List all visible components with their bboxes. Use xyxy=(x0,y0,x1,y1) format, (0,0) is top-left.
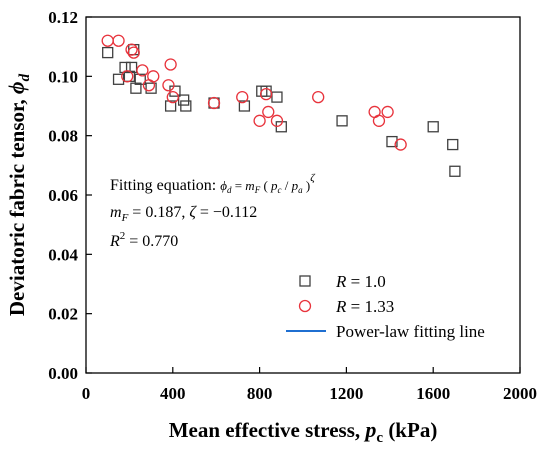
data-point-circle xyxy=(162,79,175,92)
data-point-square xyxy=(112,73,125,85)
data-point-square xyxy=(336,115,348,127)
data-point-circle xyxy=(136,64,149,77)
x-tick-label: 800 xyxy=(247,384,273,403)
data-point-circle xyxy=(127,46,140,59)
y-tick-label: 0.02 xyxy=(48,305,78,324)
data-point-circle xyxy=(253,114,266,127)
x-axis: 0 400 800 1200 1600 2000 xyxy=(82,367,537,403)
y-tick-label: 0.08 xyxy=(48,127,78,146)
legend-label-r-1-0: R = 1.0 xyxy=(335,272,386,291)
legend-label-fit: Power-law fitting line xyxy=(336,322,485,341)
data-point-circle xyxy=(270,114,284,127)
data-point-square xyxy=(102,46,114,59)
data-point-square xyxy=(238,100,251,112)
y-tick-label: 0.00 xyxy=(48,364,78,383)
x-tick-label: 2000 xyxy=(503,384,537,403)
data-point-circle xyxy=(125,43,138,56)
data-point-circle xyxy=(166,90,179,104)
y-tick-label: 0.10 xyxy=(48,67,78,86)
series-r-1-0 xyxy=(102,43,461,177)
legend: R = 1.0 R = 1.33 Power-law fitting line xyxy=(286,272,485,341)
legend-label-r-1-33: R = 1.33 xyxy=(335,297,394,316)
equation-annotation: Fitting equation: ϕd = mF ( pc / pa )ζ xyxy=(110,172,316,195)
data-point-square xyxy=(260,85,272,97)
data-point-circle xyxy=(262,105,275,119)
data-point-square xyxy=(449,165,461,177)
x-tick-label: 1200 xyxy=(329,384,363,403)
data-point-square xyxy=(177,94,190,106)
data-point-circle xyxy=(164,58,177,71)
data-point-circle xyxy=(381,105,394,119)
r-squared-annotation: R2 = 0.770 xyxy=(109,230,178,250)
data-point-square xyxy=(427,121,439,133)
x-tick-label: 400 xyxy=(160,384,186,403)
legend-marker-square xyxy=(299,275,311,287)
data-point-square xyxy=(447,138,459,151)
x-tick-label: 1600 xyxy=(416,384,450,403)
data-point-circle xyxy=(312,90,325,104)
data-point-square xyxy=(119,61,131,74)
data-point-square xyxy=(130,82,142,94)
data-point-square xyxy=(134,73,146,85)
data-point-square xyxy=(271,91,283,103)
y-tick-label: 0.06 xyxy=(48,186,78,205)
data-point-square xyxy=(180,100,192,112)
data-point-circle xyxy=(236,90,249,104)
data-point-circle xyxy=(121,70,134,83)
y-tick-label: 0.12 xyxy=(48,8,78,27)
data-point-circle xyxy=(147,70,160,83)
y-axis: 0.00 0.02 0.04 0.06 0.08 0.10 0.12 xyxy=(48,8,92,383)
series-layer xyxy=(101,34,461,177)
y-axis-title: Deviatoric fabric tensor, ϕd xyxy=(4,73,33,316)
x-axis-title: Mean effective stress, pc (kPa) xyxy=(169,417,438,446)
legend-marker-circle xyxy=(298,299,312,313)
y-tick-label: 0.04 xyxy=(48,245,78,264)
data-point-circle xyxy=(101,34,114,47)
data-point-square xyxy=(145,82,157,94)
plot-frame xyxy=(85,16,521,374)
x-tick-label: 0 xyxy=(82,384,91,403)
series-r-1-33 xyxy=(101,34,407,151)
data-point-square xyxy=(386,135,398,148)
data-point-circle xyxy=(394,138,407,151)
data-point-circle xyxy=(372,114,386,127)
data-point-circle xyxy=(259,87,273,101)
data-point-circle xyxy=(207,96,221,110)
data-point-square xyxy=(164,100,177,112)
parameters-annotation: mF = 0.187, ζ = −0.112 xyxy=(110,204,257,224)
data-point-circle xyxy=(112,34,125,47)
